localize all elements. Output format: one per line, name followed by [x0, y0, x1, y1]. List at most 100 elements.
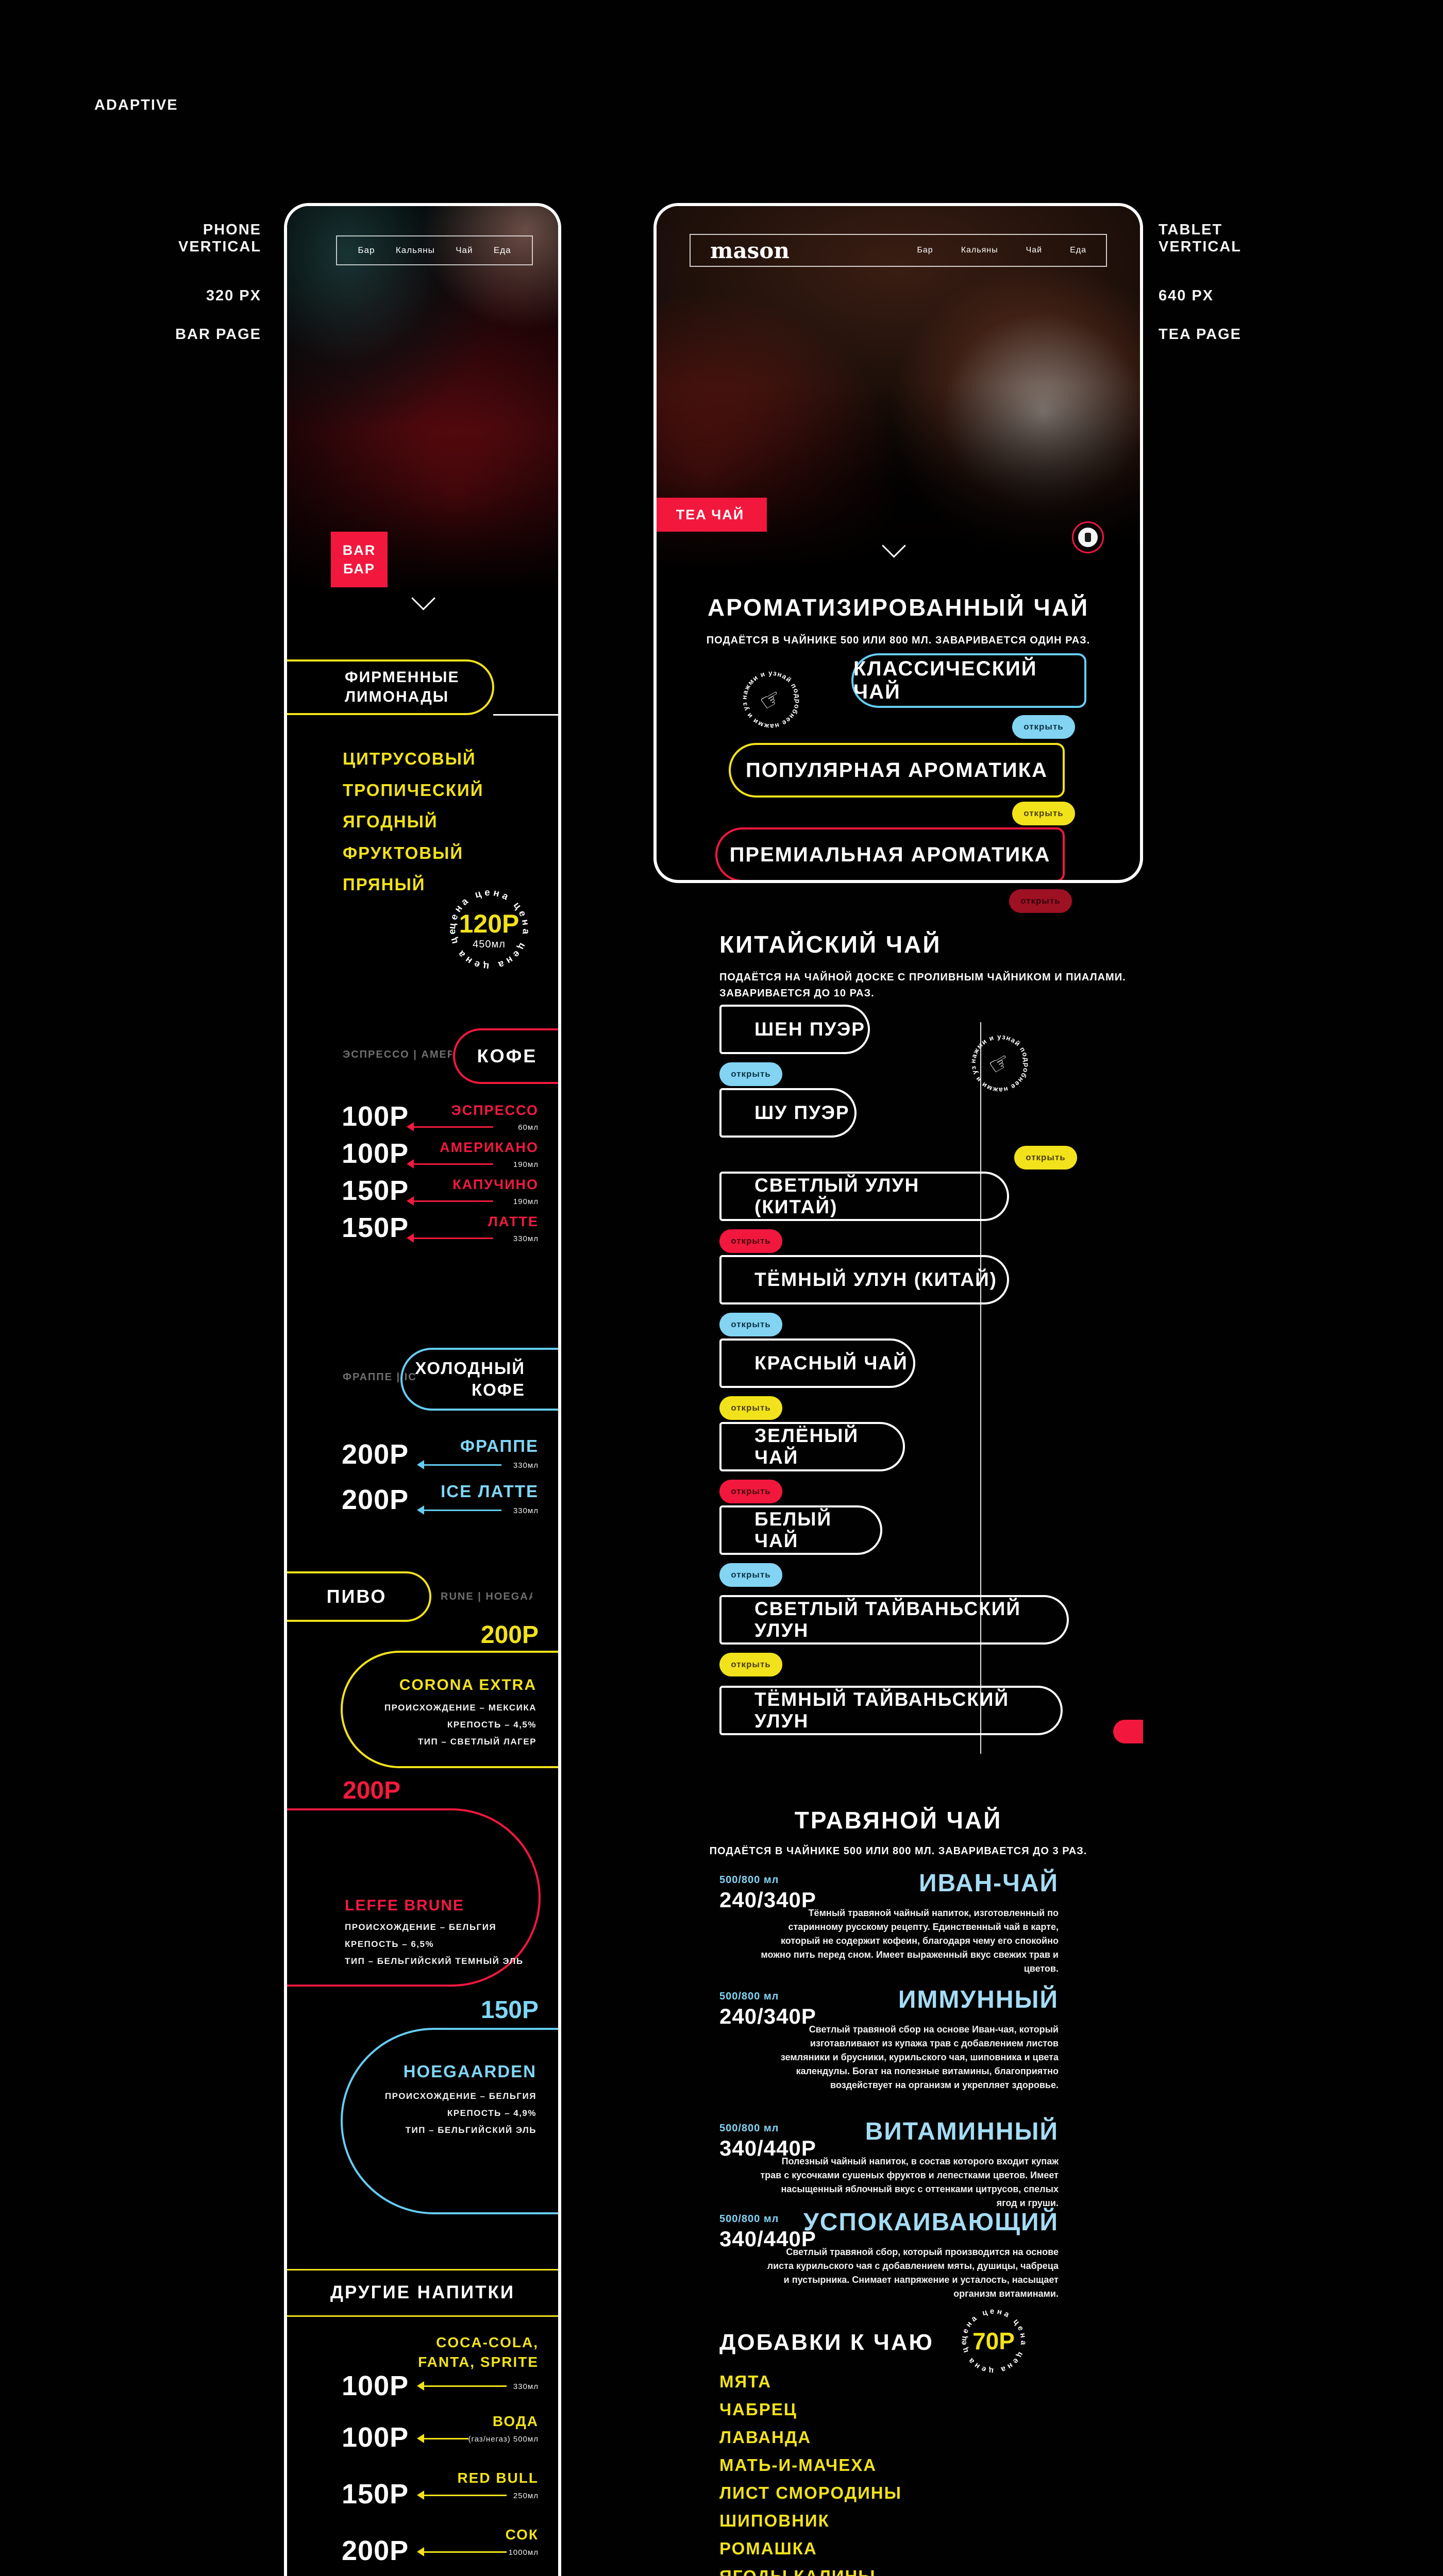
item-volume: 1000мл — [508, 2548, 539, 2557]
lemonade-item[interactable]: ЦИТРУСОВЫЙ — [343, 749, 476, 768]
tea-button-label: КРАСНЫЙ ЧАЙ — [754, 1352, 908, 1374]
tablet-nav-tea[interactable]: Чай — [1026, 246, 1043, 255]
item-price: 100Р — [342, 2422, 409, 2453]
hint-ring-icon: нажми и узнай подробнее нажми и узнай — [735, 660, 801, 731]
additive-item[interactable]: ЧАБРЕЦ — [719, 2400, 797, 2419]
tea-button-dark-oolong-china[interactable]: ТЁМНЫЙ УЛУН (КИТАЙ) — [719, 1255, 1009, 1304]
scroll-down-icon[interactable] — [882, 536, 905, 558]
coffee-ticker: ЭСПРЕССО | АМЕРИК — [343, 1049, 452, 1060]
open-badge[interactable]: открыть — [719, 1563, 782, 1587]
tea-button-dark-taiwan-oolong[interactable]: ТЁМНЫЙ ТАЙВАНЬСКИЙ УЛУН — [719, 1686, 1063, 1735]
open-badge-popular[interactable]: открыть — [1012, 802, 1075, 825]
tablet-nav-hookah[interactable]: Кальяны — [961, 246, 998, 255]
tea-button-white-tea[interactable]: БЕЛЫЙ ЧАЙ — [719, 1505, 882, 1555]
open-badge[interactable]: открыть — [719, 1313, 782, 1336]
item-name: ВОДА — [492, 2413, 539, 2429]
tea-button-light-taiwan-oolong[interactable]: СВЕТЛЫЙ ТАЙВАНЬСКИЙ УЛУН — [719, 1595, 1069, 1645]
cold-coffee-title-line1: ХОЛОДНЫЙ — [415, 1359, 525, 1378]
item-name: ICE ЛАТТЕ — [441, 1482, 539, 1501]
open-badge[interactable]: открыть — [719, 1396, 782, 1420]
cold-coffee-section-pill[interactable]: ХОЛОДНЫЙ КОФЕ — [400, 1348, 558, 1411]
open-badge-clipped[interactable] — [1113, 1720, 1143, 1743]
tablet-nav-logo[interactable]: mason — [710, 238, 790, 263]
herbal-volume: 500/800 мл — [719, 1874, 779, 1886]
tablet-device-line2: VERTICAL — [1159, 239, 1241, 255]
tea-button-green-tea[interactable]: ЗЕЛЁНЫЙ ЧАЙ — [719, 1422, 905, 1471]
scroll-down-icon[interactable] — [412, 588, 434, 611]
tablet-mockup: mason Бар Кальяны Чай Еда TEA ЧАЙ АРОМАТ… — [653, 203, 1143, 2576]
herbal-desc: Светлый травяной сбор на основе Иван-чая… — [780, 2024, 1059, 2090]
beer-section-pill[interactable]: ПИВО — [287, 1571, 431, 1622]
herbal-item-ivan-chai: 500/800 мл 240/340Р ИВАН-ЧАЙ Тёмный трав… — [719, 1870, 1059, 1988]
menu-row-cola: COCA-COLA, FANTA, SPRITE 100Р 330мл — [342, 2333, 539, 2404]
beer-card-leffe[interactable]: LEFFE BRUNE ПРОИСХОЖДЕНИЕ – БЕЛЬГИЯ КРЕП… — [287, 1808, 541, 1987]
other-drinks-title: ДРУГИЕ НАПИТКИ — [330, 2282, 515, 2302]
tea-button-shu-puer[interactable]: ШУ ПУЭР — [719, 1088, 857, 1138]
tea-button-light-oolong-china[interactable]: СВЕТЛЫЙ УЛУН (КИТАЙ) — [719, 1172, 1009, 1221]
tea-button-label: СВЕТЛЫЙ ТАЙВАНЬСКИЙ УЛУН — [754, 1598, 1021, 1641]
arrow-left-icon — [407, 1159, 493, 1168]
phone-navbar: Бар Кальяны Чай Еда — [336, 235, 533, 265]
additive-item[interactable]: ЛАВАНДА — [719, 2428, 812, 2447]
phone-nav-food[interactable]: Еда — [493, 245, 511, 255]
item-price: 100Р — [342, 1101, 409, 1132]
open-badge-classic[interactable]: открыть — [1012, 715, 1075, 739]
coffee-title: КОФЕ — [477, 1045, 538, 1066]
tablet-nav-food[interactable]: Еда — [1070, 246, 1086, 255]
chinese-subtitle-line1: ПОДАЁТСЯ НА ЧАЙНОЙ ДОСКЕ С ПРОЛИВНЫМ ЧАЙ… — [719, 972, 1126, 983]
coffee-section-pill[interactable]: КОФЕ — [453, 1028, 558, 1084]
lemonade-item[interactable]: ПРЯНЫЙ — [343, 875, 426, 894]
open-badge[interactable]: открыть — [719, 1062, 782, 1086]
hint-ring-icon: нажми и узнай подробнее нажми и узнай — [964, 1024, 1030, 1094]
tea-button-label: БЕЛЫЙ ЧАЙ — [754, 1509, 832, 1551]
divider — [287, 2269, 558, 2270]
lemonade-item[interactable]: ФРУКТОВЫЙ — [343, 843, 464, 862]
item-price: 150Р — [342, 1212, 409, 1243]
lemonades-title-line2: ЛИМОНАДЫ — [345, 688, 449, 705]
phone-page: BAR PAGE — [175, 326, 261, 343]
tea-button-shen-puer[interactable]: ШЕН ПУЭР — [719, 1005, 870, 1054]
open-badge[interactable]: открыть — [719, 1229, 782, 1253]
chinese-tea-subtitle: ПОДАЁТСЯ НА ЧАЙНОЙ ДОСКЕ С ПРОЛИВНЫМ ЧАЙ… — [719, 970, 1126, 1002]
open-badge[interactable]: открыть — [719, 1653, 782, 1676]
tea-button-label: ТЁМНЫЙ УЛУН (КИТАЙ) — [754, 1269, 997, 1290]
additive-item[interactable]: ЛИСТ СМОРОДИНЫ — [719, 2483, 902, 2502]
phone-nav-bar[interactable]: Бар — [358, 245, 375, 255]
beer-detail: КРЕПОСТЬ – 6,5% — [345, 1939, 434, 1949]
open-badge[interactable]: открыть — [1014, 1146, 1077, 1170]
tablet-annotation: TABLET VERTICAL 640 PX TEA PAGE — [1159, 222, 1313, 343]
beer-card-hoegaarden[interactable]: HOEGAARDEN ПРОИСХОЖДЕНИЕ – БЕЛЬГИЯ КРЕПО… — [341, 2028, 558, 2214]
tablet-nav-bar[interactable]: Бар — [917, 246, 933, 255]
lemonade-item[interactable]: ТРОПИЧЕСКИЙ — [343, 781, 484, 800]
tea-button-classic[interactable]: КЛАССИЧЕСКИЙ ЧАЙ — [851, 653, 1086, 708]
lemonades-section-pill[interactable]: ФИРМЕННЫЕ ЛИМОНАДЫ — [287, 659, 494, 715]
item-price: 150Р — [342, 2479, 409, 2510]
herbal-price: 240/340Р — [719, 1888, 816, 1912]
tea-button-label: СВЕТЛЫЙ УЛУН (КИТАЙ) — [754, 1175, 920, 1217]
item-price: 100Р — [342, 2370, 409, 2401]
beer-price-hoegaarden: 150Р — [480, 1996, 539, 2024]
lemonade-item[interactable]: ЯГОДНЫЙ — [343, 812, 438, 831]
tea-button-premium[interactable]: ПРЕМИАЛЬНАЯ АРОМАТИКА — [715, 827, 1065, 880]
phone-device-line1: PHONE — [203, 222, 261, 238]
tea-button-popular[interactable]: ПОПУЛЯРНАЯ АРОМАТИКА — [729, 743, 1065, 798]
additive-item[interactable]: МЯТА — [719, 2372, 772, 2391]
beer-detail: КРЕПОСТЬ – 4,5% — [447, 1720, 536, 1730]
beer-detail: ПРОИСХОЖДЕНИЕ – МЕКСИКА — [384, 1703, 536, 1713]
additive-item[interactable]: ШИПОВНИК — [719, 2511, 830, 2530]
beer-card-corona[interactable]: CORONA EXTRA ПРОИСХОЖДЕНИЕ – МЕКСИКА КРЕ… — [341, 1651, 558, 1768]
item-volume: 60мл — [518, 1123, 539, 1132]
item-volume: 190мл — [513, 1160, 539, 1169]
additive-item[interactable]: ЯГОДЫ КАЛИНЫ — [719, 2563, 902, 2576]
beer-name: LEFFE BRUNE — [345, 1897, 464, 1914]
tea-button-red-tea[interactable]: КРАСНЫЙ ЧАЙ — [719, 1338, 915, 1388]
open-badge-premium[interactable]: открыть — [1009, 889, 1072, 913]
beer-detail: ТИП – БЕЛЬГИЙСКИЙ ТЕМНЫЙ ЭЛЬ — [345, 1956, 524, 1966]
beer-detail: ТИП – БЕЛЬГИЙСКИЙ ЭЛЬ — [405, 2125, 536, 2135]
additive-item[interactable]: РОМАШКА — [719, 2539, 817, 2558]
open-badge[interactable]: открыть — [719, 1480, 782, 1503]
phone-nav-hookah[interactable]: Кальяны — [395, 245, 435, 255]
phone-nav-tea[interactable]: Чай — [456, 245, 473, 255]
tablet-navbar: mason Бар Кальяны Чай Еда — [690, 234, 1107, 267]
additive-item[interactable]: МАТЬ-И-МАЧЕХА — [719, 2455, 877, 2475]
